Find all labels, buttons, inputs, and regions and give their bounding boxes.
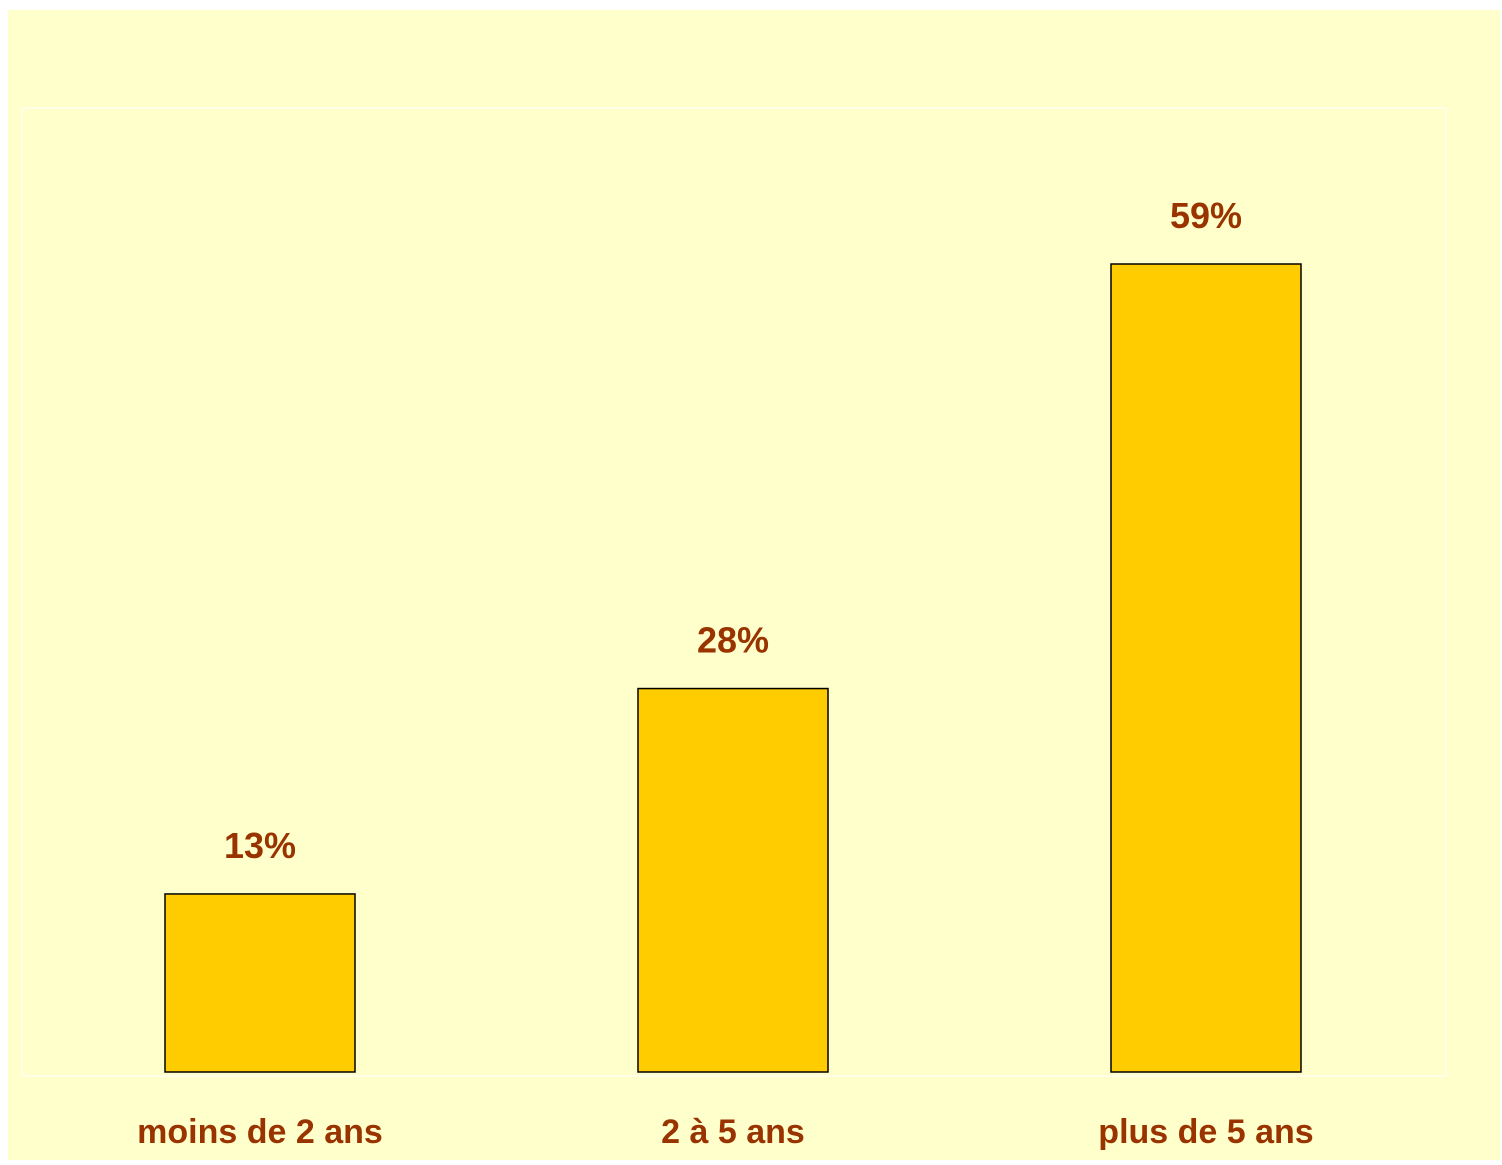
bar-1 (164, 893, 356, 1073)
category-labels-group: moins de 2 ans 2 à 5 ans plus de 5 ans (137, 1113, 1314, 1151)
category-label-3: plus de 5 ans (1098, 1113, 1313, 1151)
bar-3 (1110, 263, 1302, 1073)
bars-group (164, 263, 1302, 1073)
value-labels-group: 13% 28% 59% (224, 195, 1242, 866)
category-label-2: 2 à 5 ans (661, 1113, 805, 1151)
bar-2 (637, 687, 829, 1073)
plot-area (21, 107, 1447, 1077)
category-label-1: moins de 2 ans (137, 1113, 383, 1151)
value-label-3: 59% (1170, 195, 1242, 236)
value-label-2: 28% (697, 620, 769, 661)
value-label-1: 13% (224, 825, 296, 866)
